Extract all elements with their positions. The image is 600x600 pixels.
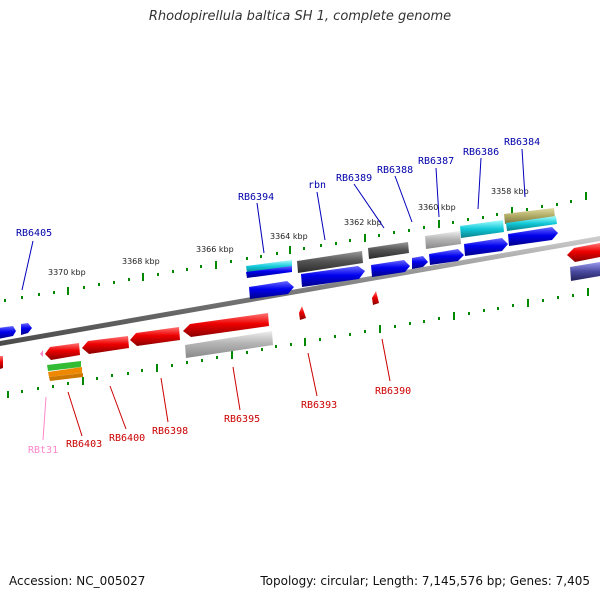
genome-title: Rhodopirellula baltica SH 1, complete ge…	[148, 9, 452, 24]
scale-label: 3364 kbp	[270, 232, 308, 241]
gene-label-top: RB6389	[336, 173, 372, 184]
scale-label: 3366 kbp	[196, 245, 234, 254]
scale-label: 3358 kbp	[491, 187, 529, 196]
gene-label-top: RB6394	[238, 192, 274, 203]
leader-lines-top	[21, 148, 526, 291]
gene-arrow[interactable]	[429, 249, 464, 265]
gene-label-top: RB6405	[16, 228, 52, 239]
gene-arrow[interactable]	[368, 242, 409, 259]
gene-arrow[interactable]	[297, 251, 363, 273]
gene-arrow[interactable]	[246, 260, 292, 273]
gene-arrow[interactable]	[0, 356, 3, 369]
gene-arrow[interactable]	[425, 231, 461, 249]
gene-arrow[interactable]	[506, 216, 557, 231]
gene-label-bottom: RB6395	[224, 414, 260, 425]
gene-arrow[interactable]	[0, 326, 16, 339]
accession-text: Accession: NC_005027	[9, 574, 146, 588]
gene-label-bottom: RB6400	[109, 433, 145, 444]
gene-arrow[interactable]	[372, 291, 379, 305]
scale-ticks-top	[4, 192, 587, 302]
scale-label: 3368 kbp	[122, 257, 160, 266]
gene-arrow[interactable]	[48, 367, 82, 377]
gene-arrow[interactable]	[185, 331, 273, 358]
gene-label-bottom: RB6393	[301, 400, 337, 411]
gene-arrow[interactable]	[47, 361, 81, 371]
gene-label-top: RB6386	[463, 147, 499, 158]
gene-label-bottom: RBt31	[28, 445, 58, 456]
gene-arrow[interactable]	[130, 327, 180, 346]
forward-genes	[0, 208, 558, 339]
gene-arrow[interactable]	[567, 243, 600, 262]
leader-lines-bottom	[42, 338, 391, 441]
gene-arrow[interactable]	[299, 306, 306, 320]
gene-label-top: RB6384	[504, 137, 540, 148]
scale-ticks-bottom	[7, 288, 589, 398]
scale-label: 3362 kbp	[344, 218, 382, 227]
gene-arrow[interactable]	[464, 238, 508, 256]
gene-label-top: RB6388	[377, 165, 413, 176]
gene-label-top: RB6387	[418, 156, 454, 167]
gene-arrow[interactable]	[82, 336, 129, 354]
genome-backbone	[0, 236, 600, 346]
gene-arrow[interactable]	[460, 220, 504, 238]
gene-arrow[interactable]	[21, 323, 32, 335]
gene-label-bottom: RB6390	[375, 386, 411, 397]
scale-label: 3360 kbp	[418, 203, 456, 212]
gene-arrow[interactable]	[570, 262, 600, 281]
reverse-genes	[0, 243, 600, 381]
gene-arrow[interactable]	[49, 373, 83, 381]
gene-arrow[interactable]	[412, 256, 428, 269]
gene-arrow[interactable]	[504, 208, 555, 224]
gene-arrow[interactable]	[246, 266, 292, 278]
gene-arrow[interactable]	[249, 281, 294, 299]
scale-label: 3370 kbp	[48, 268, 86, 277]
gene-label-bottom: RB6403	[66, 439, 102, 450]
gene-label-top: rbn	[308, 180, 326, 191]
gene-arrow[interactable]	[301, 266, 365, 287]
gene-arrow[interactable]	[183, 313, 269, 337]
gene-label-bottom: RB6398	[152, 426, 188, 437]
gene-arrow[interactable]	[508, 227, 558, 246]
gene-arrow[interactable]	[40, 350, 43, 357]
gene-arrow[interactable]	[371, 260, 410, 277]
gene-arrow[interactable]	[45, 343, 80, 360]
topology-text: Topology: circular; Length: 7,145,576 bp…	[260, 574, 590, 588]
